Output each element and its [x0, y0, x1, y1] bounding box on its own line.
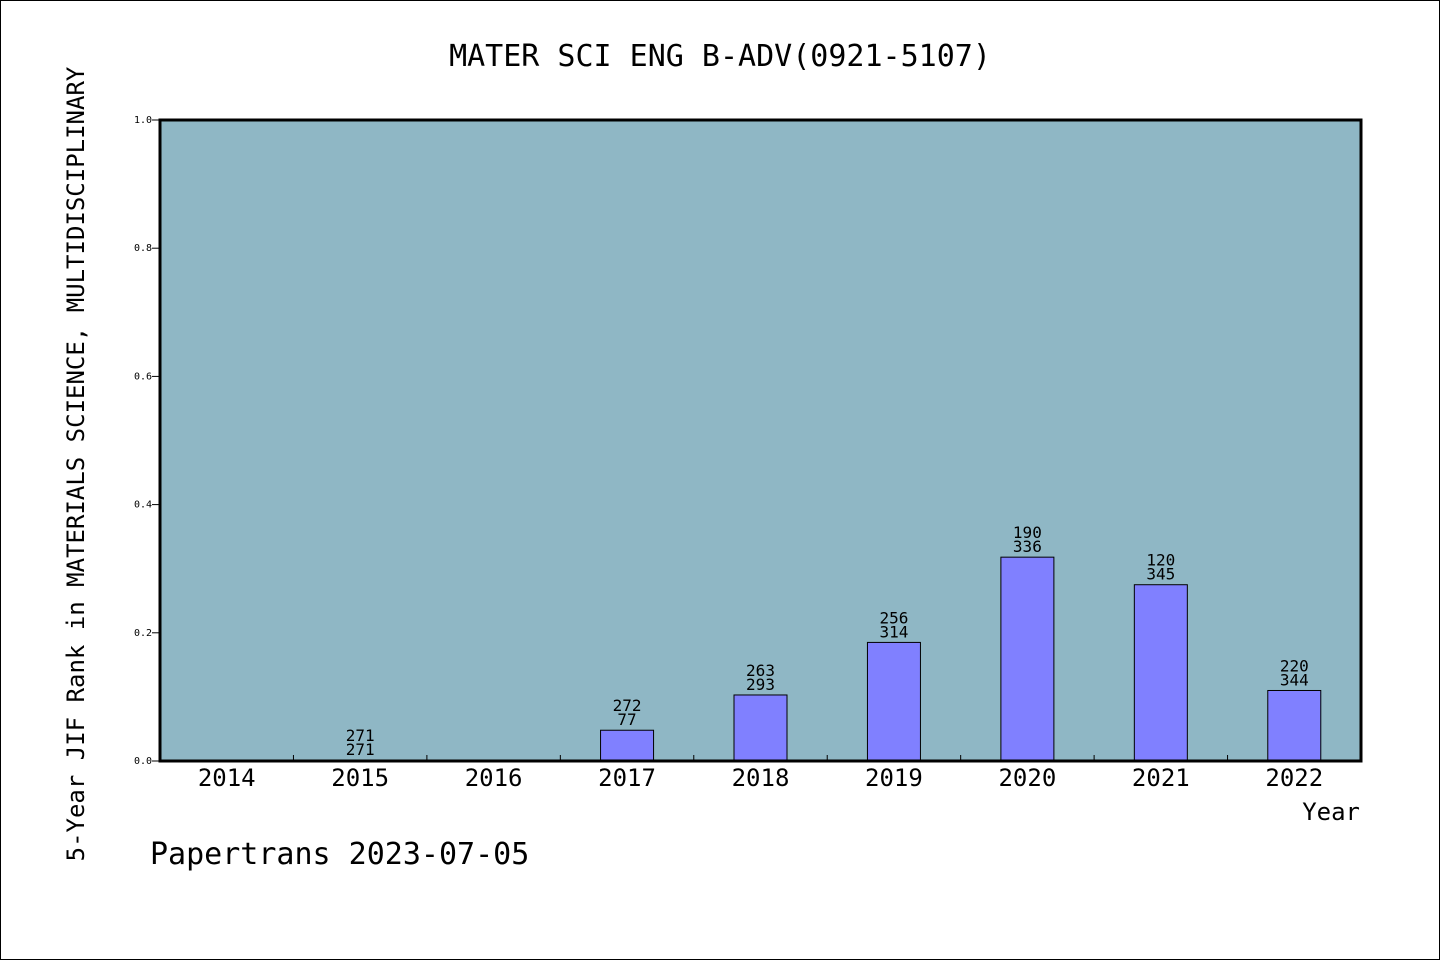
bar-label-top: 190 — [1013, 523, 1042, 542]
y-tick-label: 0.6 — [134, 371, 152, 382]
bar — [1267, 689, 1322, 762]
x-axis-label: Year — [1302, 798, 1360, 826]
y-tick-label: 0.0 — [134, 756, 152, 767]
bar-label-bottom: 344 — [1280, 670, 1309, 689]
x-tick-label: 2019 — [865, 764, 923, 792]
y-axis: 0.0 0.2 0.4 0.6 0.8 1.0 — [134, 115, 160, 767]
bar-label-top: 271 — [346, 726, 375, 745]
y-axis-label: 5-Year JIF Rank in MATERIALS SCIENCE, MU… — [62, 66, 90, 861]
credit-text: Papertrans 2023-07-05 — [150, 837, 529, 872]
bar-label-top: 220 — [1280, 656, 1309, 675]
bar — [733, 694, 788, 762]
x-tick-label: 2018 — [732, 764, 790, 792]
bar — [1133, 584, 1188, 762]
bar-label-bottom: 336 — [1013, 537, 1042, 556]
x-tick-label: 2016 — [465, 764, 523, 792]
y-tick-label: 0.4 — [134, 500, 152, 511]
y-tick-label: 0.2 — [134, 628, 152, 639]
x-tick-label: 2020 — [998, 764, 1056, 792]
chart-title: MATER SCI ENG B-ADV(0921-5107) — [449, 39, 991, 74]
bar — [600, 729, 655, 762]
x-tick-label: 2015 — [331, 764, 389, 792]
bar-label-bottom: 77 — [617, 710, 636, 729]
bar-label-bottom: 314 — [879, 622, 908, 641]
x-tick-label: 2022 — [1265, 764, 1323, 792]
bar-label-top: 272 — [613, 696, 642, 715]
bar-label-bottom: 271 — [346, 740, 375, 759]
bars-group — [333, 556, 1322, 762]
x-tick-label: 2021 — [1132, 764, 1190, 792]
bar-label-top: 263 — [746, 661, 775, 680]
x-tick-label: 2017 — [598, 764, 656, 792]
plot-border — [158, 118, 1363, 763]
x-axis: 2014 2015 2016 2017 2018 2019 2020 2021 2022 — [198, 755, 1323, 792]
bar-label-top: 256 — [879, 608, 908, 627]
y-tick-label: 0.8 — [134, 243, 152, 254]
bar — [866, 641, 921, 762]
y-tick-label: 1.0 — [134, 115, 152, 126]
bar-label-top: 120 — [1146, 551, 1175, 570]
bar-label-bottom: 293 — [746, 675, 775, 694]
bar-label-bottom: 345 — [1146, 565, 1175, 584]
bar — [1000, 556, 1055, 762]
x-tick-label: 2014 — [198, 764, 256, 792]
